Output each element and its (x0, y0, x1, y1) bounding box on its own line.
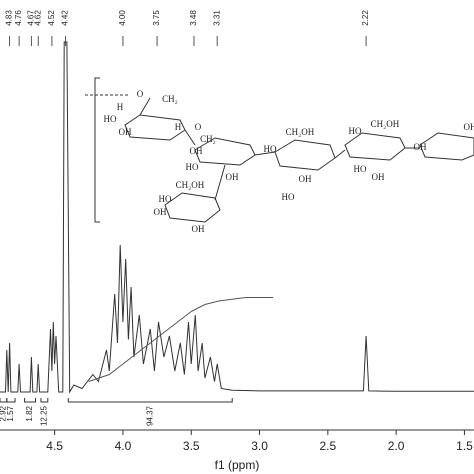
x-tick-label: 4.0 (115, 439, 132, 453)
structure-label: CH₂ (162, 94, 178, 104)
peak-label: 3.75 (152, 10, 161, 26)
x-tick-label: 1.5 (456, 439, 473, 453)
structure-label: OH (299, 174, 312, 184)
ring (419, 132, 474, 161)
x-tick-label: 3.0 (251, 439, 268, 453)
structure-label: HO (282, 192, 295, 202)
bond (184, 129, 196, 146)
integral-bracket (40, 398, 49, 403)
structure (85, 77, 474, 223)
structure-label: OH (154, 207, 167, 217)
peak-label: 3.31 (212, 10, 221, 26)
integral-label: 1.57 (6, 405, 15, 421)
bracket (94, 77, 100, 223)
spectrum-line (0, 41, 474, 394)
bond (139, 97, 151, 116)
structure-label: OH (192, 224, 205, 234)
integral-label: 2.92 (0, 405, 8, 421)
ring (274, 139, 336, 171)
x-tick-label: 3.5 (183, 439, 200, 453)
structure-label: HO (354, 164, 367, 174)
bond (334, 149, 346, 159)
structure-label: O (137, 89, 144, 99)
peak-label: 2.22 (361, 10, 370, 26)
structure-label: OH (464, 122, 474, 132)
integral-curve (88, 297, 274, 382)
structure-label: OH (372, 172, 385, 182)
structure-label: CH₂OH (176, 180, 205, 190)
structure-label: OH (119, 127, 132, 137)
integral-bracket (67, 398, 233, 403)
integral-bracket (0, 398, 8, 403)
structure-label: HO (349, 126, 362, 136)
ring (164, 192, 221, 223)
structure-label: CH₂OH (371, 119, 400, 129)
integral-label: 94.37 (145, 405, 154, 426)
structure-label: OH (414, 142, 427, 152)
structure-label: OH (190, 146, 203, 156)
peak-label: 4.42 (61, 10, 70, 26)
peak-label: 4.62 (33, 10, 42, 26)
structure-label: HO (159, 194, 172, 204)
peak-label: 4.83 (5, 10, 14, 26)
structure-label: CH₂ (200, 134, 216, 144)
x-tick-label: 2.0 (388, 439, 405, 453)
structure-label: OH (226, 172, 239, 182)
structure-label: HO (186, 162, 199, 172)
integral-label: 12.25 (40, 405, 49, 426)
integral-bracket (24, 398, 37, 403)
x-axis-label: f1 (ppm) (215, 458, 260, 472)
peak-label: 4.76 (14, 10, 23, 26)
structure-label: HO (264, 144, 277, 154)
peak-label: 4.52 (47, 10, 56, 26)
structure-label: HO (104, 114, 117, 124)
bond (214, 164, 226, 201)
integral-label: 1.82 (25, 405, 34, 421)
x-tick-label: 4.5 (46, 439, 63, 453)
peak-label: 3.48 (189, 10, 198, 26)
integral-bracket (6, 398, 16, 403)
structure-label: H (117, 102, 124, 112)
x-tick-label: 2.5 (319, 439, 336, 453)
structure-label: H (175, 122, 182, 132)
bond (254, 151, 276, 156)
structure-label: O (195, 122, 202, 132)
peak-label: 4.67 (27, 10, 36, 26)
ring (344, 132, 406, 161)
peak-label: 4.00 (118, 10, 127, 26)
structure-label: CH₂OH (286, 127, 315, 137)
